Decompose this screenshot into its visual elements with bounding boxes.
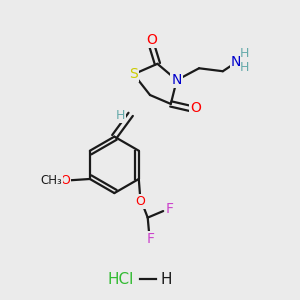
Text: HCl: HCl xyxy=(107,272,134,287)
Text: O: O xyxy=(135,195,145,208)
Text: CH₃: CH₃ xyxy=(40,174,62,187)
Text: N: N xyxy=(231,55,242,69)
Text: H: H xyxy=(240,61,249,74)
Text: O: O xyxy=(190,101,201,116)
Text: F: F xyxy=(147,232,155,246)
Text: H: H xyxy=(116,109,125,122)
Text: S: S xyxy=(129,67,138,81)
Text: H: H xyxy=(240,47,249,61)
Text: O: O xyxy=(146,33,157,47)
Text: F: F xyxy=(166,202,174,216)
Text: N: N xyxy=(172,73,182,87)
Text: H: H xyxy=(160,272,172,287)
Text: O: O xyxy=(60,174,70,187)
